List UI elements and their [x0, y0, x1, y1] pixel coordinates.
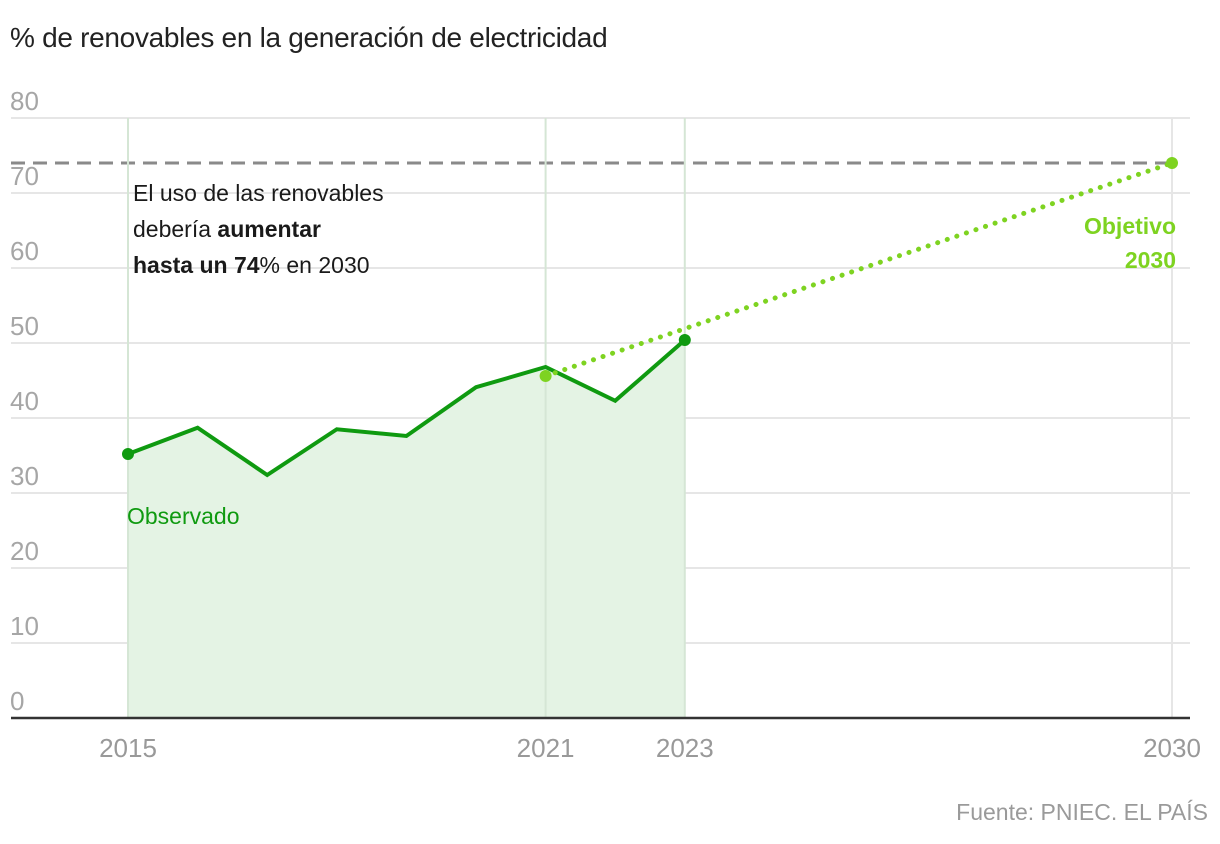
observed-area — [128, 340, 685, 718]
vertical-gridlines — [127, 118, 1173, 718]
point-target-2030 — [1166, 157, 1178, 169]
observed-label: Observado — [127, 503, 240, 529]
y-tick-label: 80 — [10, 86, 39, 116]
y-tick-label: 30 — [10, 461, 39, 491]
observed-line — [127, 338, 687, 478]
point-observed-last — [678, 334, 691, 346]
series-lines — [127, 160, 1175, 478]
y-tick-label: 10 — [10, 611, 39, 641]
observed-area-layer — [128, 340, 685, 718]
annotation-line-3: hasta un 74% en 2030 — [133, 252, 370, 278]
target-label-line-2: 2030 — [1125, 247, 1176, 273]
x-tick-label: 2021 — [517, 733, 575, 763]
point-projection-start — [539, 370, 552, 382]
x-tick-label: 2030 — [1143, 733, 1201, 763]
annotation-line-2: debería aumentar — [133, 216, 321, 242]
x-tick-label: 2023 — [656, 733, 714, 763]
annotation-line-1: El uso de las renovables — [133, 180, 384, 206]
y-tick-label: 40 — [10, 386, 39, 416]
y-tick-label: 50 — [10, 311, 39, 341]
chart-title: % de renovables en la generación de elec… — [10, 22, 608, 53]
y-tick-label: 0 — [10, 686, 24, 716]
y-tick-label: 70 — [10, 161, 39, 191]
point-observed-first — [122, 448, 134, 460]
projection-line — [543, 160, 1175, 379]
x-tick-label: 2015 — [99, 733, 157, 763]
y-axis-ticks: 0 10 20 30 40 50 60 70 80 — [10, 86, 39, 716]
y-tick-label: 20 — [10, 536, 39, 566]
y-tick-label: 60 — [10, 236, 39, 266]
x-axis-ticks: 2015 2021 2023 2030 — [99, 733, 1201, 763]
series-points — [122, 157, 1178, 460]
source-note: Fuente: PNIEC. EL PAÍS — [956, 799, 1208, 825]
target-label-line-1: Objetivo — [1084, 213, 1176, 239]
